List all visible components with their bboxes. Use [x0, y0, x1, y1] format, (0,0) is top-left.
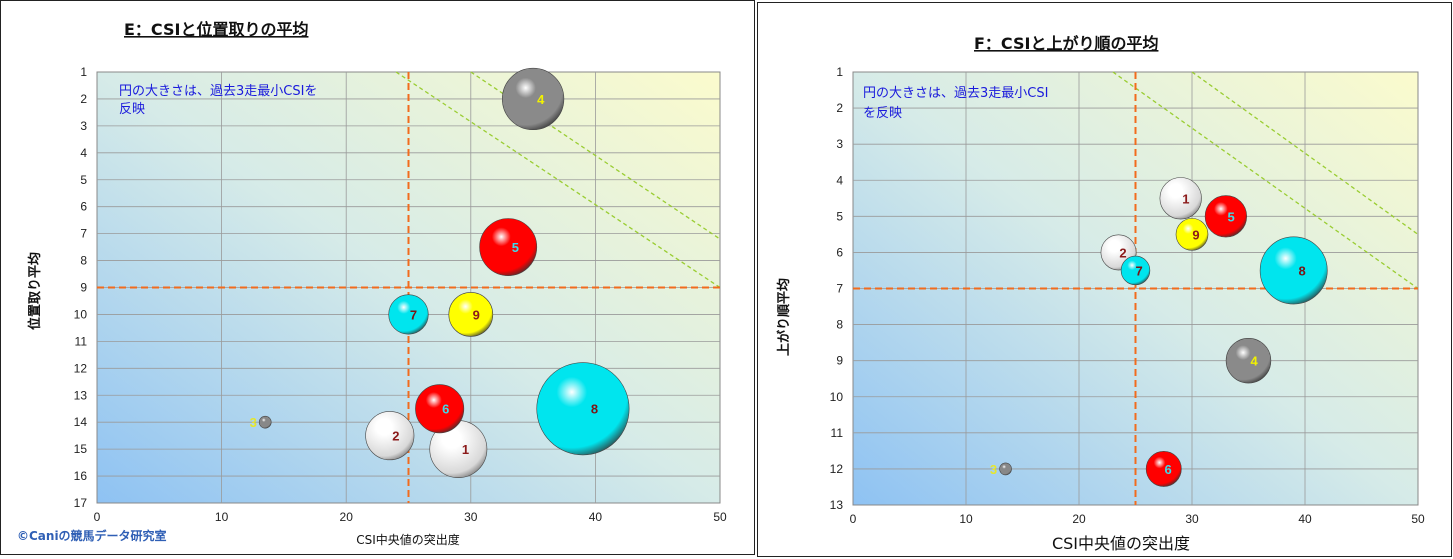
- x-tick-label: 10: [215, 510, 229, 524]
- y-tick-label: 11: [831, 426, 844, 440]
- y-tick-label: 10: [74, 307, 88, 321]
- bubble-label: 3: [250, 415, 257, 430]
- bubble-point: [999, 462, 1012, 476]
- y-tick-label: 9: [80, 281, 87, 295]
- bubble-point: [1159, 177, 1202, 220]
- bubble-label: 6: [1165, 462, 1172, 477]
- y-tick-label: 11: [75, 334, 88, 348]
- x-tick-label: 0: [94, 510, 101, 524]
- y-tick-label: 6: [80, 200, 87, 214]
- bubble-label: 2: [1119, 245, 1126, 260]
- x-axis-label: CSI中央値の突出度: [1052, 534, 1190, 553]
- x-tick-label: 0: [850, 512, 857, 526]
- x-tick-label: 50: [713, 510, 727, 524]
- bubble-label: 4: [1250, 354, 1258, 369]
- y-tick-label: 1: [836, 65, 843, 79]
- bubble-point: [1204, 195, 1248, 238]
- bubble-label: 9: [1192, 227, 1199, 242]
- y-axis-label: 位置取り平均: [27, 252, 43, 330]
- y-tick-label: 4: [80, 146, 87, 160]
- y-tick-label: 12: [74, 361, 88, 375]
- y-tick-label: 7: [836, 282, 843, 296]
- credit-text: ©Caniの競馬データ研究室: [17, 528, 167, 543]
- y-tick-label: 8: [80, 254, 87, 268]
- x-tick-label: 20: [340, 510, 354, 524]
- y-tick-label: 13: [74, 388, 88, 402]
- bubble-label: 5: [512, 240, 519, 255]
- bubble-point: [501, 67, 565, 131]
- x-tick-label: 30: [1185, 512, 1199, 526]
- bubble-point: [388, 294, 429, 335]
- bubble-label: 4: [537, 92, 545, 107]
- y-tick-label: 1: [80, 65, 87, 79]
- y-tick-label: 5: [836, 209, 843, 223]
- diagonal-guide-line: [395, 71, 721, 289]
- bubble-point: [479, 218, 538, 276]
- bubble-point: [1225, 337, 1272, 384]
- bubble-label: 8: [591, 402, 598, 417]
- y-tick-label: 6: [836, 245, 843, 259]
- size-note-text: を反映: [863, 106, 902, 121]
- chart-panel-e: E：CSIと位置取りの平均 0 10 20 30 40 50 1 2 3 4 5 6 7 8 9 10 11 12 1…: [0, 0, 755, 555]
- y-tick-label: 3: [836, 137, 843, 151]
- x-tick-label: 30: [464, 510, 478, 524]
- y-tick-label: 10: [830, 390, 844, 404]
- bubble-point: [1120, 255, 1151, 286]
- x-axis-label: CSI中央値の突出度: [356, 532, 460, 547]
- y-tick-label: 8: [836, 318, 843, 332]
- chart-title: F：CSIと上がり順の平均: [974, 34, 1158, 53]
- y-tick-label: 9: [836, 354, 843, 368]
- x-tick-label: 40: [589, 510, 603, 524]
- y-axis-label: 上がり順平均: [776, 278, 792, 356]
- chart-title: E：CSIと位置取りの平均: [124, 20, 308, 39]
- bubble-label: 7: [1135, 263, 1142, 278]
- chart-panel-f: F：CSIと上がり順の平均 0 10 20 30 40 50 1 2 3 4 5 6 7 8 9 10 11 12 1…: [757, 2, 1452, 557]
- size-note-text: 反映: [119, 102, 145, 117]
- y-tick-label: 16: [74, 469, 88, 483]
- y-tick-label: 17: [74, 496, 88, 510]
- bubble-label: 5: [1227, 209, 1234, 224]
- diagonal-guide-line: [1112, 71, 1419, 290]
- size-note-text: 円の大きさは、過去3走最小CSIを: [119, 84, 317, 99]
- bubble-label: 2: [392, 429, 399, 444]
- y-tick-label: 14: [74, 415, 88, 429]
- bubble-label: 1: [1182, 191, 1189, 206]
- y-tick-label: 2: [80, 92, 87, 106]
- bubble-point: [448, 292, 494, 337]
- y-tick-label: 15: [74, 442, 88, 456]
- bubble-label: 8: [1298, 263, 1305, 278]
- x-tick-label: 10: [959, 512, 973, 526]
- bubble-point: [1175, 218, 1209, 251]
- y-tick-label: 4: [836, 173, 843, 187]
- y-tick-label: 2: [836, 101, 843, 115]
- bubble-label: 1: [462, 442, 469, 457]
- bubble-label: 6: [442, 402, 449, 417]
- x-tick-label: 50: [1411, 512, 1425, 526]
- y-tick-label: 5: [80, 173, 87, 187]
- y-tick-label: 12: [830, 462, 844, 476]
- bubble-label: 3: [990, 462, 997, 477]
- size-note-text: 円の大きさは、過去3走最小CSI: [863, 86, 1048, 101]
- bubble-point: [1259, 236, 1328, 305]
- x-tick-label: 40: [1298, 512, 1312, 526]
- diagonal-guide-line: [1191, 71, 1419, 235]
- bubble-point: [1145, 451, 1182, 487]
- x-tick-label: 20: [1072, 512, 1086, 526]
- bubble-label: 9: [473, 307, 480, 322]
- y-tick-label: 7: [80, 227, 87, 241]
- y-tick-label: 3: [80, 119, 87, 133]
- bubble-label: 7: [410, 307, 417, 322]
- bubble-point: [536, 362, 630, 456]
- bubble-point: [365, 411, 415, 461]
- y-tick-label: 13: [830, 498, 844, 512]
- bubble-point: [415, 384, 465, 434]
- bubble-point: [258, 415, 272, 429]
